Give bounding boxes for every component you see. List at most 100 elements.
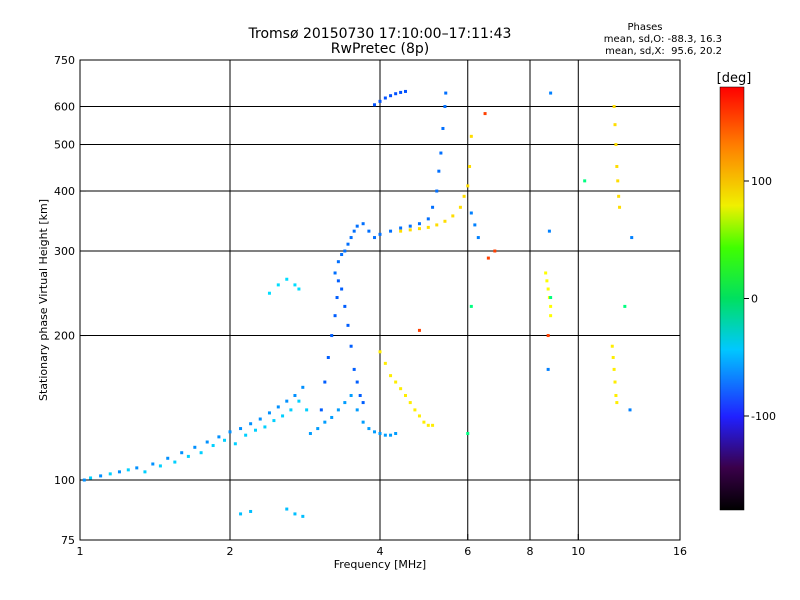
echo-point xyxy=(618,205,622,209)
echo-point xyxy=(431,205,435,209)
echo-point xyxy=(158,464,162,468)
echo-point xyxy=(468,164,472,168)
echo-point xyxy=(199,451,203,455)
echo-point xyxy=(293,283,297,287)
echo-point xyxy=(193,445,197,449)
echo-point xyxy=(389,229,393,233)
echo-point xyxy=(546,334,550,338)
echo-point xyxy=(355,408,359,412)
echo-point xyxy=(117,470,121,474)
echo-point xyxy=(151,462,155,466)
echo-point xyxy=(352,229,356,233)
echo-point xyxy=(394,92,398,96)
echo-point xyxy=(373,236,377,240)
echo-point xyxy=(281,414,285,418)
echo-point xyxy=(349,344,353,348)
echo-point xyxy=(615,164,619,168)
echo-point xyxy=(89,476,93,480)
echo-point xyxy=(547,229,551,233)
echo-point xyxy=(333,314,337,318)
echo-point xyxy=(217,435,221,439)
echo-point xyxy=(611,355,615,359)
echo-point xyxy=(583,179,587,183)
echo-point xyxy=(378,432,382,436)
echo-point xyxy=(426,423,430,427)
echo-point xyxy=(249,509,253,513)
echo-point xyxy=(413,408,417,412)
echo-point xyxy=(422,420,426,424)
colorbar-tick-label: -100 xyxy=(751,410,776,423)
echo-point xyxy=(469,304,473,308)
echo-point xyxy=(546,367,550,371)
echo-point xyxy=(211,444,215,448)
echo-point xyxy=(239,512,243,516)
echo-point xyxy=(340,287,344,291)
colorbar-tick-label: 100 xyxy=(751,175,772,188)
echo-point xyxy=(417,222,421,226)
y-axis-label: Stationary phase Virtual Height [km] xyxy=(37,199,50,401)
echo-point xyxy=(143,470,147,474)
x-tick-label: 16 xyxy=(673,545,687,558)
echo-point xyxy=(205,440,209,444)
echo-point xyxy=(408,224,412,228)
echo-point xyxy=(545,279,549,283)
echo-point xyxy=(614,394,618,398)
echo-point xyxy=(336,279,340,283)
colorbar-tick-label: 0 xyxy=(751,293,758,306)
echo-point xyxy=(389,433,393,437)
echo-point xyxy=(323,380,327,384)
echo-point xyxy=(263,425,267,429)
y-tick-label: 400 xyxy=(54,185,75,198)
echo-point xyxy=(361,420,365,424)
echo-point xyxy=(330,415,334,419)
echo-point xyxy=(323,420,327,424)
echo-point xyxy=(435,223,439,227)
echo-point xyxy=(346,323,350,327)
echo-point xyxy=(466,184,470,188)
echo-point xyxy=(399,387,403,391)
echo-point xyxy=(293,512,297,516)
echo-point xyxy=(612,367,616,371)
echo-point xyxy=(361,401,365,405)
echo-point xyxy=(326,355,330,359)
echo-point xyxy=(305,408,309,412)
y-tick-label: 600 xyxy=(54,101,75,114)
echo-point xyxy=(352,367,356,371)
echo-point xyxy=(301,385,305,389)
echo-point xyxy=(408,401,412,405)
echo-point xyxy=(293,394,297,398)
echo-point xyxy=(439,151,443,155)
y-tick-label: 500 xyxy=(54,139,75,152)
gridlines xyxy=(80,60,680,540)
echo-point xyxy=(451,214,455,218)
echo-point xyxy=(355,380,359,384)
echo-point xyxy=(297,399,301,403)
echo-point xyxy=(612,105,616,109)
echo-point xyxy=(343,401,347,405)
x-tick-label: 2 xyxy=(227,545,234,558)
echo-point xyxy=(466,432,470,436)
echo-point xyxy=(276,283,280,287)
x-tick-label: 4 xyxy=(377,545,384,558)
echo-point xyxy=(378,232,382,236)
echo-point xyxy=(349,394,353,398)
y-axis-ticks: 75 100 200 300 400 500 600 750 xyxy=(54,54,86,547)
echo-point xyxy=(462,194,466,198)
echo-point xyxy=(228,430,232,434)
echo-point xyxy=(623,304,627,308)
echo-point xyxy=(441,126,445,130)
echo-point xyxy=(336,260,340,264)
echo-point xyxy=(549,314,553,318)
echo-point xyxy=(426,225,430,229)
echo-point xyxy=(431,423,435,427)
echo-point xyxy=(383,96,387,100)
echo-point xyxy=(373,430,377,434)
echo-point xyxy=(615,401,619,405)
x-tick-label: 1 xyxy=(77,545,84,558)
echo-point xyxy=(389,94,393,98)
echo-point xyxy=(399,229,403,233)
echo-point xyxy=(437,169,441,173)
echo-point xyxy=(272,419,276,423)
echo-point xyxy=(267,411,271,415)
